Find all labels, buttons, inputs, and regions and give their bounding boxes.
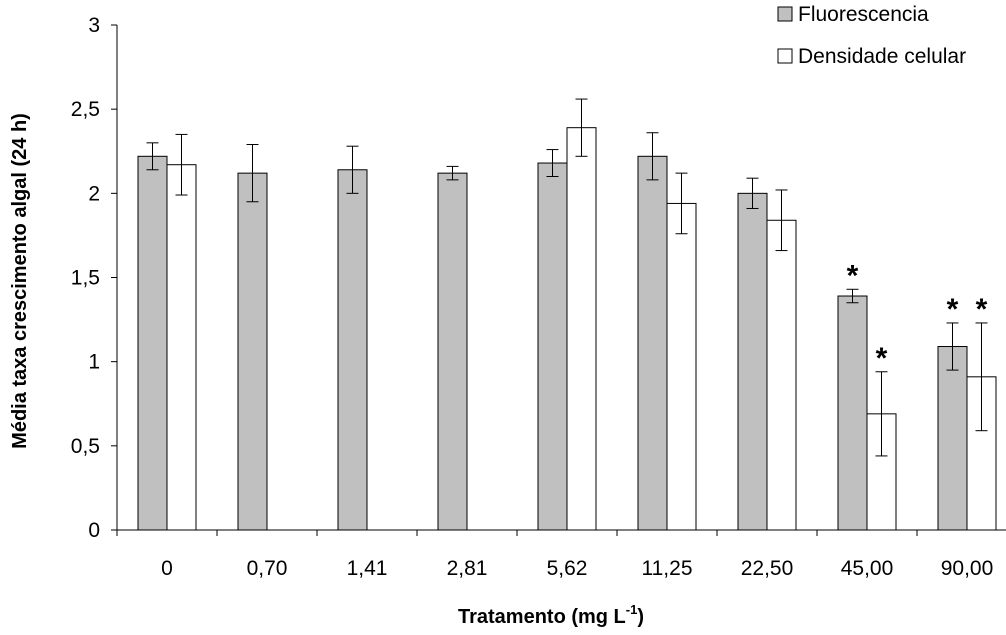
significance-marker: * [876,342,888,375]
y-tick-label: 0,5 [71,435,100,458]
x-axis-title-main: Tratamento (mg L [458,606,626,628]
x-tick-label: 0 [161,557,173,580]
bar-fluorescencia [837,295,868,531]
legend-swatch [777,6,793,22]
bar-fluorescencia [737,192,768,531]
bar-densidade-celular [766,219,797,531]
x-axis-title-sup: -1 [626,602,638,617]
bar-fluorescencia [537,162,568,531]
y-axis-title: Média taxa crescimento algal (24 h) [9,113,31,449]
bar-fluorescencia [637,155,668,531]
x-tick-label: 0,70 [247,557,288,580]
x-tick-label: 22,50 [741,557,794,580]
x-tick-label: 2,81 [447,557,488,580]
x-tick-label: 1,41 [347,557,388,580]
y-tick-label: 2 [88,182,100,205]
bar-fluorescencia [437,172,468,531]
bar-fluorescencia [337,169,368,531]
bar-densidade-celular [666,202,697,531]
bar-fluorescencia [937,346,968,531]
plot-area: 0 0,5 1 1,5 2 2,5 3 0 0,70 1,41 2,81 5,62 11,25 22,50… [71,14,1006,580]
legend: Fluorescencia Densidade celular [777,3,966,68]
y-tick-label: 0 [88,519,100,542]
legend-label: Densidade celular [798,45,966,68]
legend-label: Fluorescencia [798,3,929,26]
bar-fluorescencia [137,155,168,531]
x-tick-label: 11,25 [642,557,693,580]
x-axis-title: Tratamento (mg L-1) [458,602,644,628]
y-tick-label: 3 [88,14,100,37]
x-tick-label: 5,62 [547,557,588,580]
significance-marker: * [847,259,859,292]
x-axis-title-end: ) [637,606,644,628]
significance-marker: * [976,293,988,326]
significance-marker: * [947,293,959,326]
x-tick-label: 90,00 [941,557,994,580]
bar-densidade-celular [166,164,197,531]
y-tick-label: 2,5 [71,98,100,121]
y-tick-label: 1 [88,351,100,374]
bar-fluorescencia [237,172,268,531]
x-tick-label: 45,00 [841,557,894,580]
y-tick-label: 1,5 [71,267,100,290]
legend-swatch [777,48,793,64]
bar-densidade-celular [566,127,597,531]
